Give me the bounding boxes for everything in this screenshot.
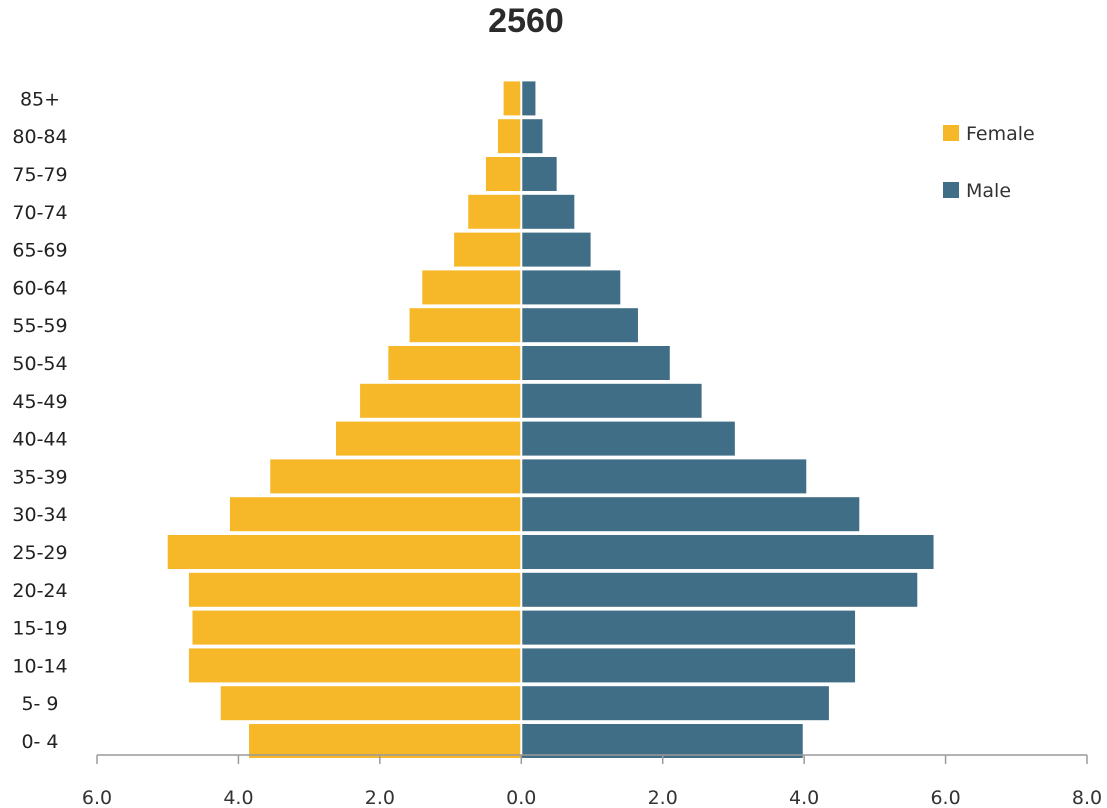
x-tick-label: 2.0 (648, 787, 678, 808)
bar-female-6 (229, 497, 522, 532)
bar-female-12 (422, 270, 522, 305)
bar-female-2 (188, 648, 522, 683)
x-tick-label: 8.0 (1072, 787, 1102, 808)
category-label: 35-39 (12, 466, 67, 488)
x-tick-label: 6.0 (930, 787, 960, 808)
bar-female-13 (454, 232, 522, 267)
category-label: 0- 4 (21, 731, 58, 753)
category-label: 15-19 (12, 618, 67, 640)
bar-male-4 (521, 572, 918, 607)
bar-male-11 (521, 308, 638, 343)
bar-female-16 (497, 119, 522, 154)
bar-female-9 (360, 383, 522, 418)
bar-female-1 (220, 686, 522, 721)
category-label: 50-54 (12, 353, 67, 375)
category-label: 20-24 (12, 580, 67, 602)
category-labels: 0- 4 5- 9 10-14 15-19 20-24 25-29 30-34 35-39 40… (12, 88, 67, 753)
bar-female-0 (249, 724, 522, 758)
bar-male-2 (521, 648, 856, 683)
bar-male-8 (521, 421, 735, 456)
category-label: 65-69 (12, 240, 67, 262)
bar-male-10 (521, 346, 670, 380)
category-label: 70-74 (12, 202, 67, 224)
legend-swatch-female (943, 125, 959, 141)
chart-title: 2560 (488, 2, 564, 40)
x-tick-label: 4.0 (789, 787, 819, 808)
bars-layer (167, 70, 934, 758)
category-label: 10-14 (12, 655, 67, 677)
bar-male-3 (521, 610, 856, 645)
category-label: 75-79 (12, 164, 67, 186)
legend-label-female: Female (966, 123, 1035, 145)
bar-male-1 (521, 686, 829, 721)
x-tick-label: 4.0 (223, 787, 253, 808)
bar-female-7 (270, 459, 522, 494)
category-label: 30-34 (12, 504, 67, 526)
category-label: 25-29 (12, 542, 67, 564)
bar-male-12 (521, 270, 621, 305)
bar-male-6 (521, 497, 860, 532)
bar-male-5 (521, 535, 934, 569)
category-label: 80-84 (12, 126, 67, 148)
legend-label-male: Male (966, 180, 1011, 202)
category-label: 55-59 (12, 315, 67, 337)
bar-male-15 (521, 157, 557, 191)
legend-swatch-male (943, 182, 959, 198)
x-tick-label: 6.0 (82, 787, 112, 808)
bar-male-14 (521, 194, 575, 229)
category-label: 40-44 (12, 429, 67, 451)
bar-male-13 (521, 232, 591, 267)
category-label: 5- 9 (21, 693, 58, 715)
bar-female-10 (388, 346, 522, 380)
bar-female-5 (167, 535, 522, 569)
x-tick-label: 0.0 (506, 787, 536, 808)
category-label: 60-64 (12, 277, 67, 299)
bar-female-15 (485, 157, 522, 191)
bar-female-8 (336, 421, 522, 456)
category-label: 85+ (20, 88, 60, 110)
bar-female-17 (503, 81, 522, 116)
bar-male-16 (521, 119, 543, 154)
bar-male-7 (521, 459, 807, 494)
bar-male-9 (521, 383, 702, 418)
legend: Female Male (943, 123, 1035, 202)
bar-male-0 (521, 724, 803, 758)
category-label: 45-49 (12, 391, 67, 413)
bar-male-17 (521, 81, 536, 116)
bar-female-14 (468, 194, 522, 229)
x-tick-label: 2.0 (365, 787, 395, 808)
x-axis: 6.0 4.0 2.0 0.0 2.0 4.0 6.0 8.0 (82, 754, 1102, 808)
bar-female-4 (188, 572, 522, 607)
bar-female-11 (409, 308, 522, 343)
bar-female-3 (192, 610, 522, 645)
